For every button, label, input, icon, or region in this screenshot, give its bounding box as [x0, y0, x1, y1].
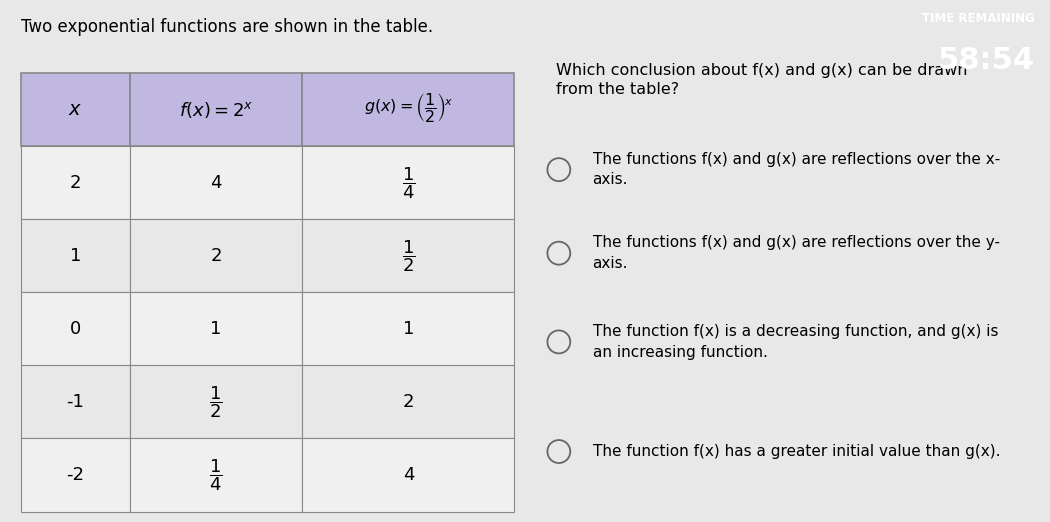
- Text: The functions f(x) and g(x) are reflections over the y-
axis.: The functions f(x) and g(x) are reflecti…: [592, 235, 1000, 271]
- Text: 2: 2: [402, 393, 414, 411]
- Bar: [302, 73, 514, 146]
- Text: The functions f(x) and g(x) are reflections over the x-
axis.: The functions f(x) and g(x) are reflecti…: [592, 152, 1000, 187]
- Bar: [130, 438, 302, 512]
- Bar: [302, 219, 514, 292]
- Text: 4: 4: [402, 466, 414, 484]
- Bar: [130, 292, 302, 365]
- Text: $\dfrac{1}{4}$: $\dfrac{1}{4}$: [401, 165, 415, 200]
- Text: 0: 0: [70, 320, 81, 338]
- Text: 58:54: 58:54: [938, 45, 1034, 75]
- Bar: [130, 146, 302, 219]
- Text: 2: 2: [210, 247, 222, 265]
- Text: 1: 1: [210, 320, 222, 338]
- Text: -1: -1: [66, 393, 84, 411]
- Text: Two exponential functions are shown in the table.: Two exponential functions are shown in t…: [21, 18, 434, 36]
- Text: The function f(x) is a decreasing function, and g(x) is
an increasing function.: The function f(x) is a decreasing functi…: [592, 324, 999, 360]
- Text: The function f(x) has a greater initial value than g(x).: The function f(x) has a greater initial …: [592, 444, 1000, 459]
- Bar: [302, 438, 514, 512]
- Bar: [130, 219, 302, 292]
- Text: $f(x)=2^x$: $f(x)=2^x$: [178, 100, 253, 120]
- Bar: [21, 292, 130, 365]
- Text: 4: 4: [210, 174, 222, 192]
- Bar: [21, 365, 130, 438]
- Text: 1: 1: [402, 320, 414, 338]
- Bar: [21, 219, 130, 292]
- Text: -2: -2: [66, 466, 84, 484]
- Bar: [302, 365, 514, 438]
- Text: 2: 2: [69, 174, 81, 192]
- Bar: [21, 146, 130, 219]
- Text: $\dfrac{1}{2}$: $\dfrac{1}{2}$: [209, 384, 223, 420]
- Text: $\dfrac{1}{2}$: $\dfrac{1}{2}$: [401, 238, 415, 274]
- Text: $x$: $x$: [68, 100, 83, 119]
- Text: $g(x)=\left(\dfrac{1}{2}\right)^{\!x}$: $g(x)=\left(\dfrac{1}{2}\right)^{\!x}$: [364, 90, 453, 124]
- Bar: [130, 365, 302, 438]
- Text: TIME REMAINING: TIME REMAINING: [922, 12, 1034, 25]
- Text: $\dfrac{1}{4}$: $\dfrac{1}{4}$: [209, 457, 223, 493]
- Bar: [302, 146, 514, 219]
- Bar: [21, 438, 130, 512]
- Bar: [302, 292, 514, 365]
- Bar: [21, 73, 130, 146]
- Text: Which conclusion about f(x) and g(x) can be drawn
from the table?: Which conclusion about f(x) and g(x) can…: [556, 63, 968, 98]
- Bar: [130, 73, 302, 146]
- Text: 1: 1: [69, 247, 81, 265]
